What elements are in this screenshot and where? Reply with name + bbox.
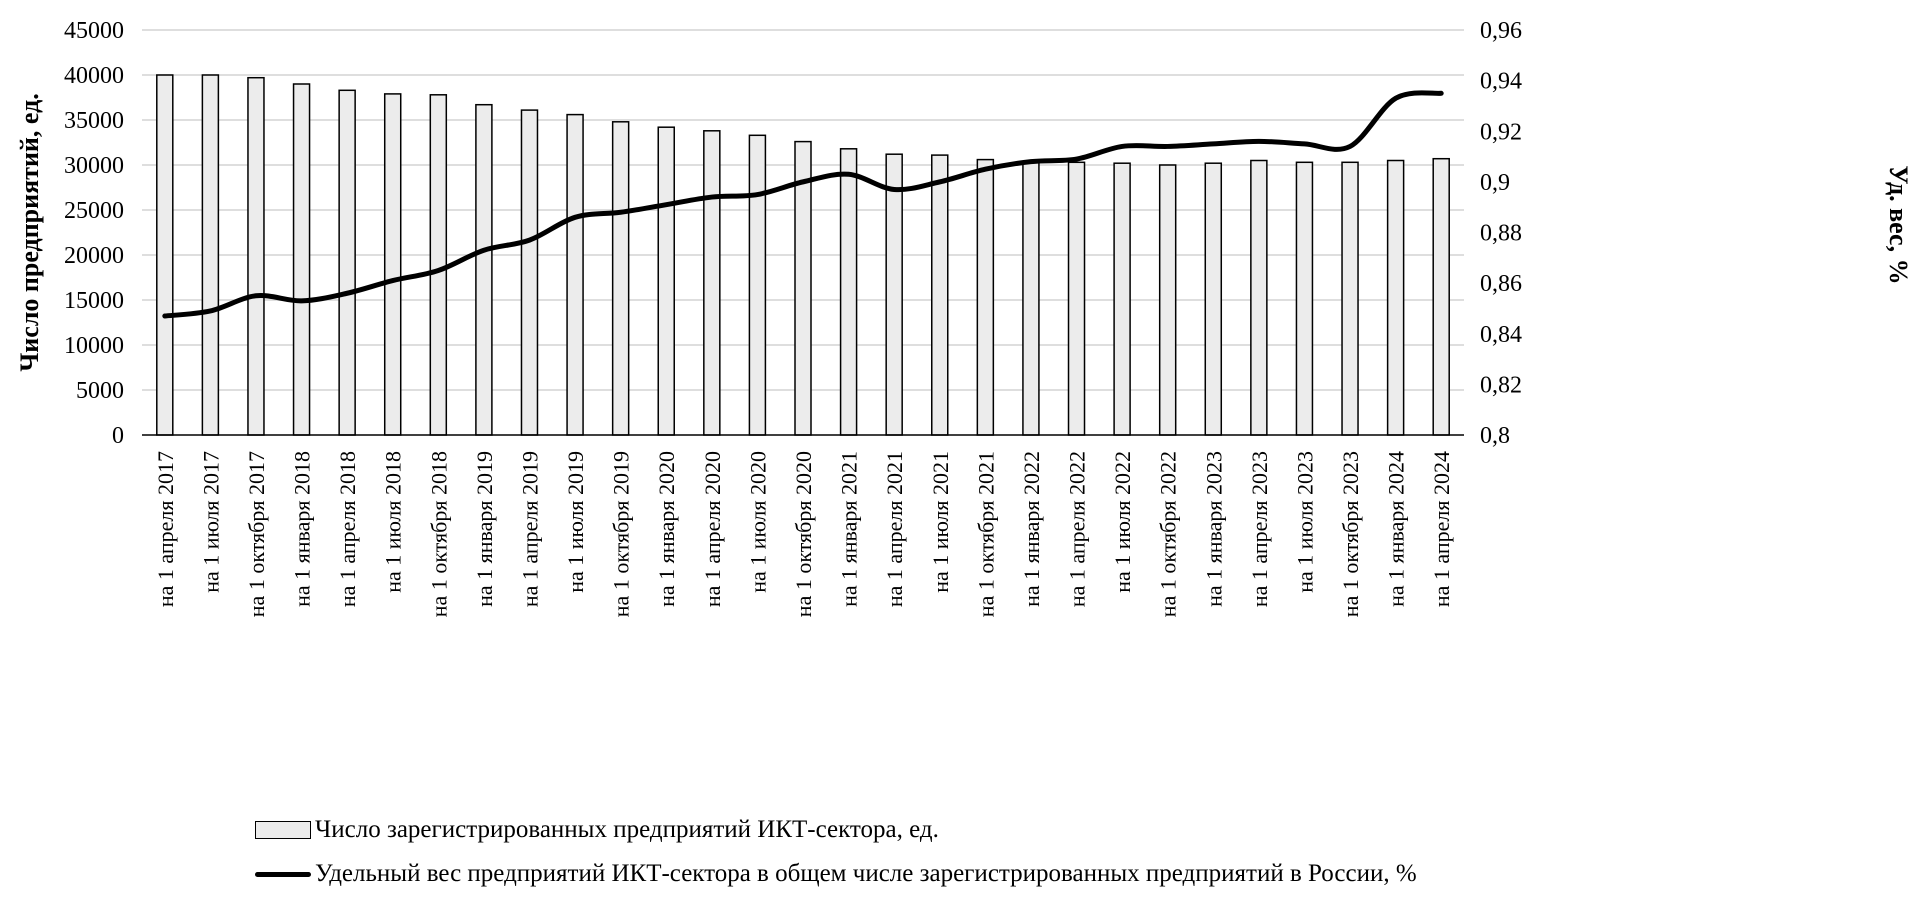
- legend: Число зарегистрированных предприятий ИКТ…: [255, 808, 1417, 896]
- y-right-tick-label: 0,94: [1480, 69, 1522, 95]
- bar: [885, 153, 903, 436]
- bar: [156, 74, 174, 436]
- x-tick-label: на 1 апреля 2024: [1429, 451, 1454, 607]
- bar: [520, 109, 539, 436]
- x-tick-label: на 1 июля 2022: [1110, 451, 1135, 593]
- x-tick-label: на 1 октября 2017: [244, 451, 269, 617]
- x-tick-label: на 1 января 2018: [290, 451, 315, 607]
- y-right-tick-label: 0,84: [1480, 322, 1522, 348]
- x-tick-label: на 1 октября 2018: [426, 451, 451, 617]
- y-right-axis-title: Уд. вес, %: [1884, 165, 1913, 284]
- y-left-tick-label: 0: [112, 423, 124, 449]
- bar: [338, 89, 356, 436]
- y-right-tick-label: 0,96: [1480, 18, 1522, 44]
- x-tick-label: на 1 апреля 2019: [517, 451, 542, 607]
- x-tick-label: на 1 января 2023: [1201, 451, 1226, 607]
- y-left-tick-label: 30000: [64, 153, 124, 179]
- x-tick-label: на 1 июля 2021: [928, 451, 953, 593]
- x-tick-label: на 1 октября 2023: [1338, 451, 1363, 617]
- bar: [748, 134, 767, 436]
- x-tick-label: на 1 января 2021: [837, 451, 862, 607]
- y-left-tick-label: 15000: [64, 288, 124, 314]
- bar: [839, 148, 858, 436]
- y-left-tick-label: 10000: [64, 333, 124, 359]
- bar: [657, 126, 675, 436]
- x-tick-label: на 1 июля 2019: [563, 451, 588, 593]
- bar: [1341, 161, 1359, 436]
- bar: [611, 121, 630, 436]
- y-left-axis-title: Число предприятий, ед.: [15, 93, 44, 372]
- x-tick-label: на 1 октября 2020: [791, 451, 816, 617]
- x-tick-label: на 1 января 2020: [654, 451, 679, 607]
- x-tick-label: на 1 апреля 2020: [700, 451, 725, 607]
- bar: [703, 130, 721, 436]
- y-left-tick-label: 5000: [76, 378, 124, 404]
- legend-label-bars: Число зарегистрированных предприятий ИКТ…: [315, 816, 939, 843]
- y-right-tick-label: 0,92: [1480, 119, 1522, 145]
- bar: [429, 94, 448, 436]
- x-tick-label: на 1 октября 2022: [1156, 451, 1181, 617]
- bar: [1250, 159, 1268, 436]
- x-tick-label: на 1 апреля 2017: [153, 451, 178, 607]
- bar: [976, 158, 995, 436]
- y-left-tick-label: 20000: [64, 243, 124, 269]
- x-tick-label: на 1 января 2022: [1019, 451, 1044, 607]
- y-right-tick-label: 0,86: [1480, 271, 1522, 297]
- bar: [1113, 162, 1131, 436]
- bar: [475, 103, 493, 436]
- bar: [931, 154, 949, 436]
- x-tick-label: на 1 октября 2021: [973, 451, 998, 617]
- x-tick-label: на 1 июля 2018: [381, 451, 406, 593]
- x-tick-label: на 1 января 2024: [1384, 451, 1409, 607]
- bar: [1158, 164, 1177, 436]
- legend-bar-swatch: [255, 821, 311, 839]
- y-left-tick-label: 25000: [64, 198, 124, 224]
- bar: [292, 83, 311, 436]
- bar: [1432, 157, 1450, 436]
- x-tick-label: на 1 июля 2017: [198, 451, 223, 593]
- share-line: [162, 90, 1444, 319]
- x-tick-label: на 1 июля 2023: [1292, 451, 1317, 593]
- x-tick-label: на 1 июля 2020: [745, 451, 770, 593]
- x-tick-label: на 1 апреля 2022: [1065, 451, 1090, 607]
- bar: [247, 76, 265, 436]
- legend-item-bars: Число зарегистрированных предприятий ИКТ…: [255, 808, 1417, 852]
- y-left-tick-label: 40000: [64, 63, 124, 89]
- x-tick-label: на 1 апреля 2018: [335, 451, 360, 607]
- y-right-tick-label: 0,9: [1480, 170, 1510, 196]
- y-left-tick-label: 35000: [64, 108, 124, 134]
- y-right-tick-label: 0,88: [1480, 221, 1522, 247]
- bar: [1386, 159, 1405, 436]
- bar: [383, 93, 402, 436]
- y-right-tick-label: 0,82: [1480, 372, 1522, 398]
- legend-item-line: Удельный вес предприятий ИКТ-сектора в о…: [255, 852, 1417, 896]
- legend-line-swatch: [255, 871, 311, 877]
- x-tick-label: на 1 января 2019: [472, 451, 497, 607]
- bar: [201, 74, 220, 436]
- bar: [1295, 161, 1314, 436]
- x-tick-label: на 1 апреля 2023: [1247, 451, 1272, 607]
- x-tick-label: на 1 апреля 2021: [882, 451, 907, 607]
- bar: [1067, 161, 1086, 436]
- bar: [1204, 162, 1223, 436]
- y-left-tick-label: 45000: [64, 18, 124, 44]
- bar: [566, 113, 584, 436]
- legend-label-line: Удельный вес предприятий ИКТ-сектора в о…: [315, 860, 1417, 887]
- bar: [1022, 160, 1040, 436]
- x-tick-label: на 1 октября 2019: [609, 451, 634, 617]
- y-right-tick-label: 0,8: [1480, 423, 1510, 449]
